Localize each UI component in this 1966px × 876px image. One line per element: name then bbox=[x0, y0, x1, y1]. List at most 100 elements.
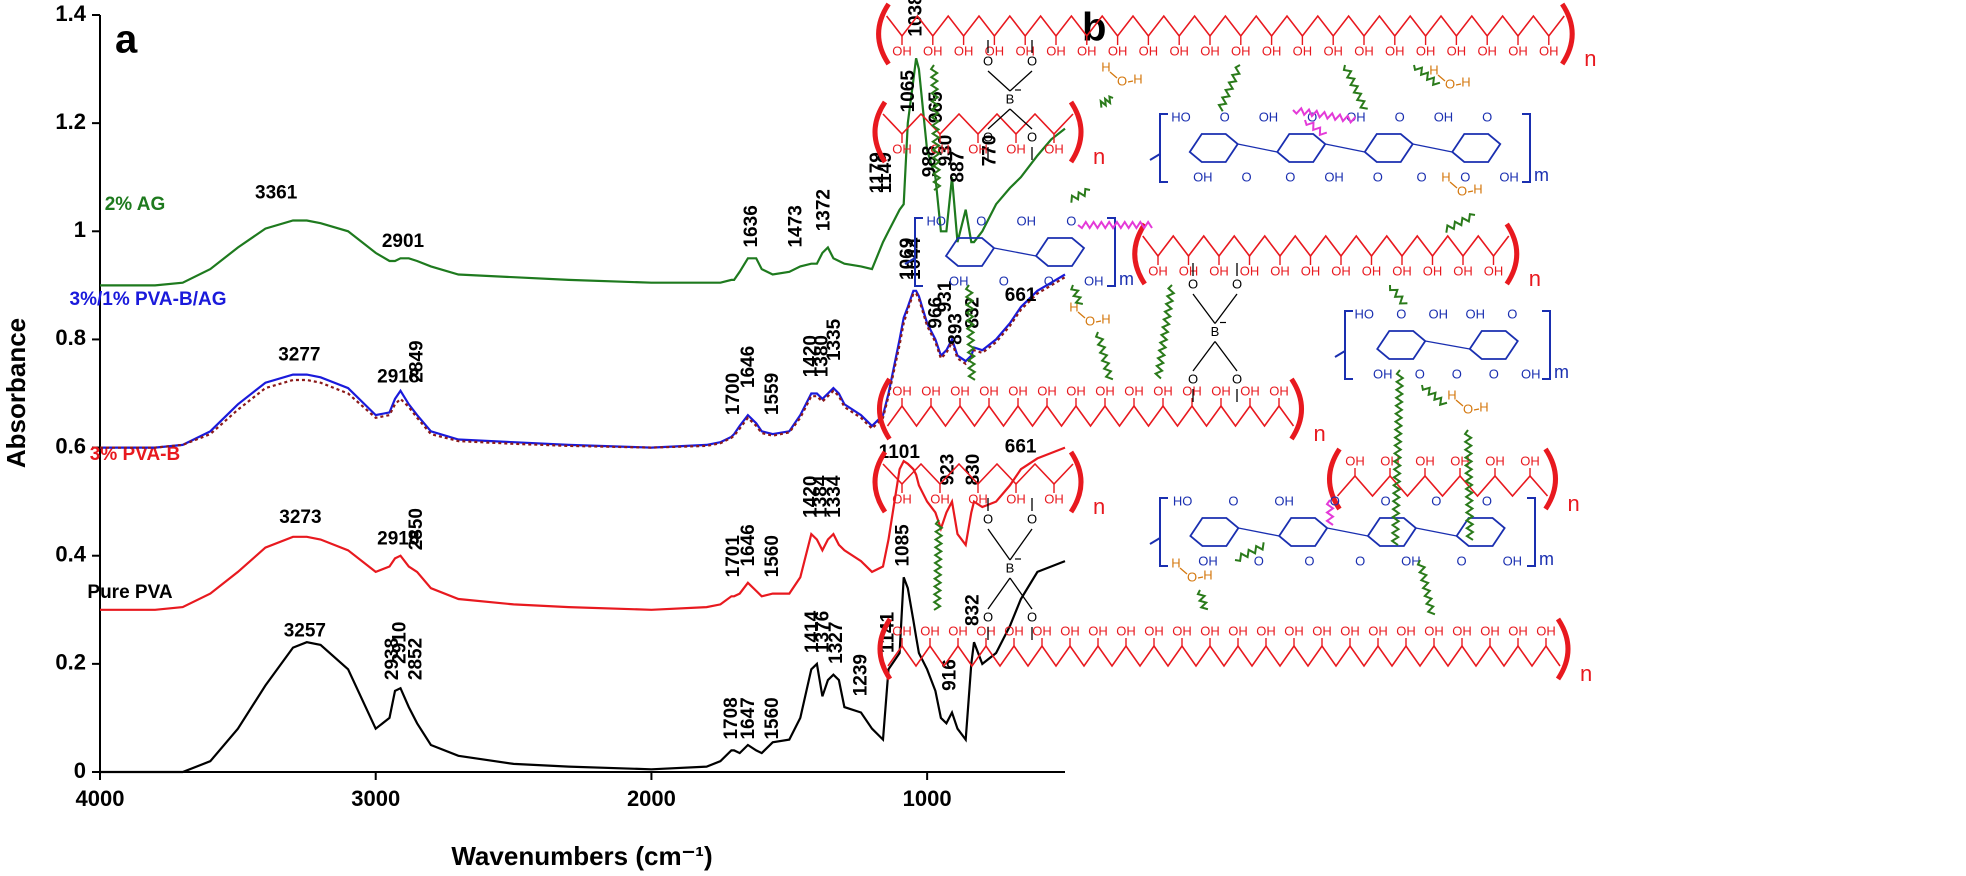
peak-label: 1069 bbox=[897, 238, 918, 280]
sugar-atom: OH bbox=[1324, 169, 1344, 184]
spectrum-line bbox=[100, 560, 1066, 774]
peak-label: 1085 bbox=[893, 524, 914, 567]
sugar-atom: OH bbox=[1499, 169, 1519, 184]
hydroxyl: OH bbox=[1340, 623, 1360, 638]
sugar-atom: O bbox=[1417, 169, 1427, 184]
bracket bbox=[1527, 497, 1536, 567]
hydroxyl: OH bbox=[921, 383, 941, 398]
hydroxyl: OH bbox=[1312, 623, 1332, 638]
atom: O bbox=[1027, 53, 1037, 68]
peak-label: 2918 bbox=[377, 366, 419, 387]
atom: O bbox=[1232, 276, 1242, 291]
repeat-n: n bbox=[1314, 421, 1326, 446]
peak-label: 1701 bbox=[723, 535, 744, 578]
panel-label: a bbox=[115, 18, 138, 62]
x-tick-label: 4000 bbox=[76, 786, 125, 811]
peak-label: 661 bbox=[1005, 437, 1037, 458]
hydroxyl: OH bbox=[1485, 453, 1505, 468]
hydroxyl: OH bbox=[1424, 623, 1444, 638]
peak-label: 2850 bbox=[406, 508, 427, 550]
hydroxyl: OH bbox=[1392, 263, 1412, 278]
water-atom: H bbox=[1203, 567, 1212, 582]
sugar-atom: O bbox=[1395, 109, 1405, 124]
sugar-atom: OH bbox=[1429, 306, 1449, 321]
bond bbox=[1127, 80, 1134, 83]
hydroxyl: OH bbox=[1231, 43, 1251, 58]
bond bbox=[1095, 320, 1102, 323]
hydroxyl: OH bbox=[1006, 141, 1026, 156]
hydroxyl: OH bbox=[1368, 623, 1388, 638]
peak-label: 1101 bbox=[879, 442, 921, 463]
pva-backbone bbox=[882, 112, 1074, 136]
peak-label: 1560 bbox=[762, 535, 783, 577]
hydroxyl: OH bbox=[968, 141, 988, 156]
glycosidic-bond bbox=[1425, 340, 1470, 350]
peak-label: 1065 bbox=[898, 70, 919, 113]
peak-label: 830 bbox=[963, 454, 984, 486]
bond bbox=[1009, 70, 1033, 92]
bond bbox=[1214, 341, 1238, 372]
sugar-ring bbox=[1363, 133, 1414, 163]
repeat-n: n bbox=[1093, 494, 1105, 519]
x-tick-label: 2000 bbox=[627, 786, 676, 811]
bracket bbox=[1555, 617, 1571, 681]
sugar-ring bbox=[944, 237, 996, 267]
peak-label: 1334 bbox=[824, 475, 845, 518]
hydroxyl: OH bbox=[1044, 141, 1064, 156]
hydroxyl: OH bbox=[1269, 383, 1289, 398]
sugar-atom: O bbox=[1482, 493, 1492, 508]
peak-label: 1708 bbox=[721, 697, 742, 739]
hydroxyl: OH bbox=[1144, 623, 1164, 638]
hydroxyl: OH bbox=[1520, 453, 1540, 468]
sugar-atom: O bbox=[1220, 109, 1230, 124]
hydrogen-bond bbox=[1342, 64, 1368, 110]
sugar-atom: O bbox=[1066, 213, 1076, 228]
atom: O bbox=[1027, 129, 1037, 144]
hydroxyl: OH bbox=[1032, 623, 1052, 638]
bond bbox=[1009, 528, 1033, 561]
water-atom: H bbox=[1101, 311, 1110, 326]
hydroxyl: OH bbox=[930, 141, 950, 156]
hydroxyl: OH bbox=[1139, 43, 1159, 58]
hydrogen-bond bbox=[1416, 559, 1436, 616]
atom: O bbox=[983, 129, 993, 144]
bond bbox=[1192, 293, 1216, 324]
peak-label: 1149 bbox=[875, 152, 896, 193]
sugar-atom: OH bbox=[1198, 553, 1218, 568]
sugar-atom: O bbox=[1415, 366, 1425, 381]
hydroxyl: OH bbox=[920, 623, 940, 638]
spectrum-line bbox=[100, 58, 1066, 287]
repeat-n: n bbox=[1584, 46, 1596, 71]
legend-label: 3% PVA-B bbox=[90, 444, 180, 465]
hydroxyl: OH bbox=[1396, 623, 1416, 638]
atom: O bbox=[1027, 609, 1037, 624]
hydroxyl: OH bbox=[1037, 383, 1057, 398]
bond bbox=[1449, 181, 1458, 189]
repeat-n: n bbox=[1580, 661, 1592, 686]
repeat-m: m bbox=[1119, 269, 1134, 289]
hydroxyl: OH bbox=[1004, 623, 1024, 638]
sugar-atom: OH bbox=[1521, 366, 1541, 381]
atom: B bbox=[1211, 324, 1220, 339]
hydroxyl: OH bbox=[979, 383, 999, 398]
sugar-atom: OH bbox=[1434, 109, 1454, 124]
hydroxyl: OH bbox=[1447, 43, 1467, 58]
peak-label: 3361 bbox=[255, 182, 298, 203]
hydroxyl: OH bbox=[1423, 263, 1443, 278]
repeat-n: n bbox=[1093, 144, 1105, 169]
bracket bbox=[877, 377, 892, 441]
bracket bbox=[1149, 113, 1168, 183]
bracket bbox=[1334, 310, 1353, 380]
peak-label: 916 bbox=[939, 659, 960, 691]
glycosidic-bond bbox=[1325, 143, 1365, 153]
bracket bbox=[1289, 377, 1304, 441]
sugar-atom: O bbox=[1285, 169, 1295, 184]
peak-label: 1239 bbox=[850, 654, 871, 696]
bracket bbox=[877, 617, 893, 681]
peak-label: 931 bbox=[935, 280, 956, 312]
atom: B bbox=[1006, 91, 1015, 106]
hydroxyl: OH bbox=[1480, 623, 1500, 638]
hydroxyl: OH bbox=[950, 383, 970, 398]
y-tick-label: 0.6 bbox=[55, 433, 86, 458]
